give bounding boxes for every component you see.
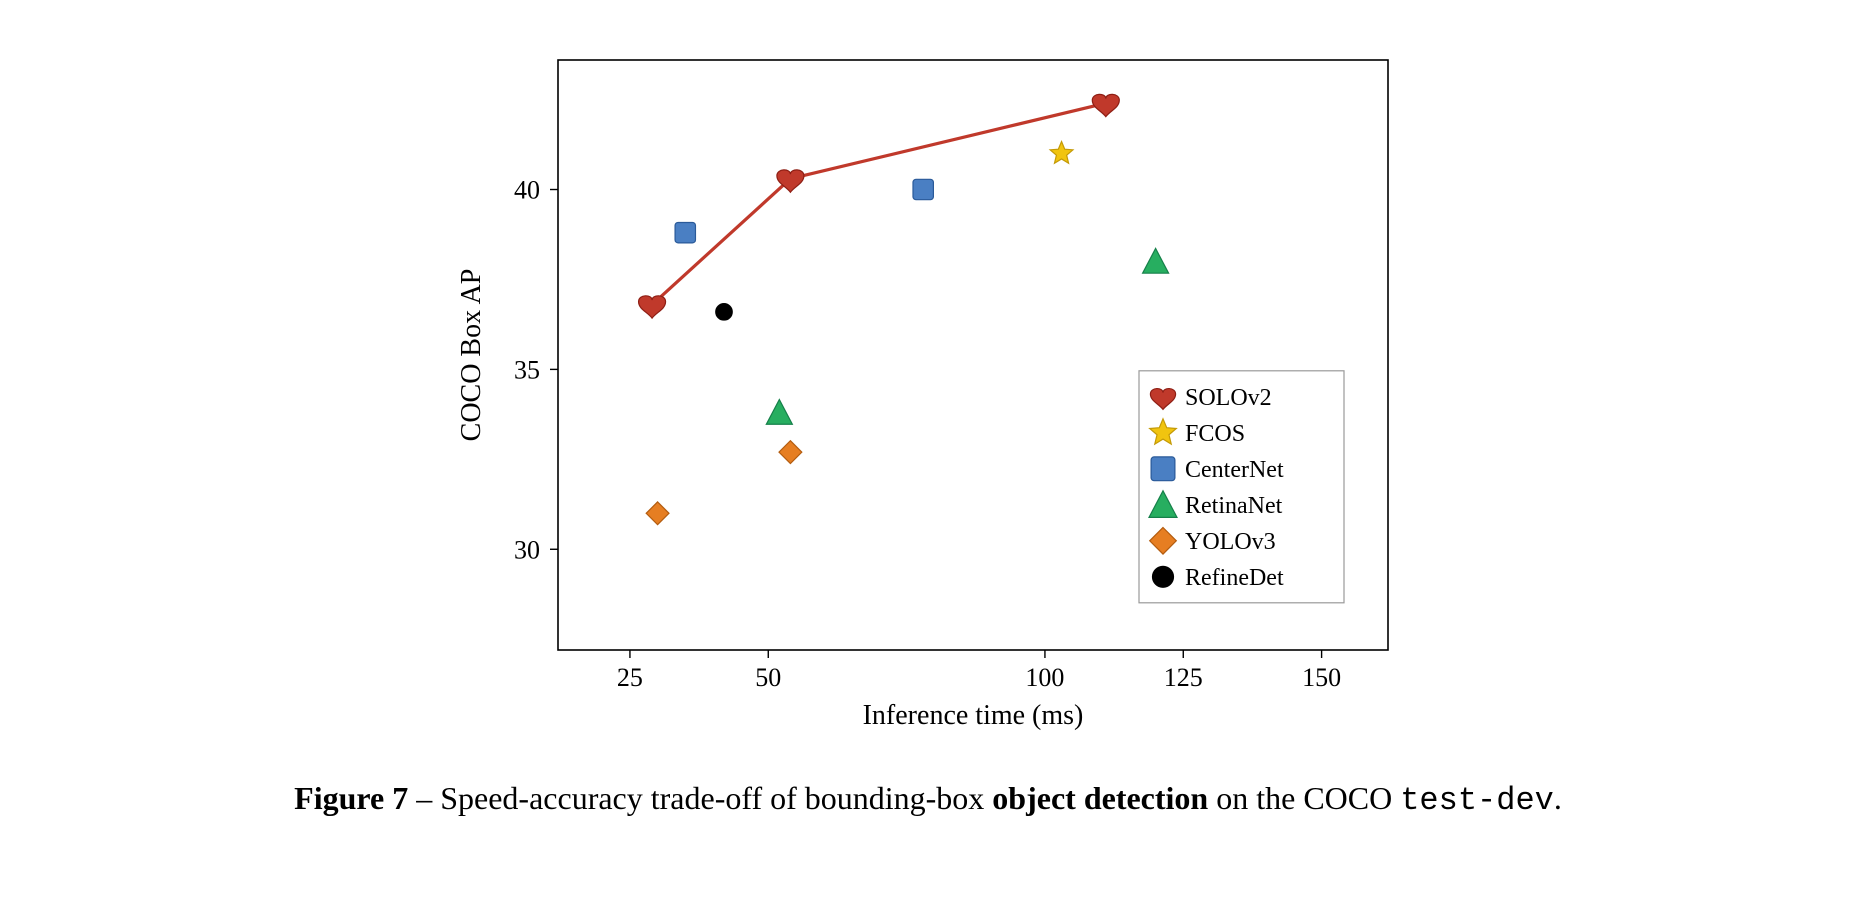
svg-text:YOLOv3: YOLOv3	[1185, 529, 1276, 555]
caption-mono: test-dev	[1400, 782, 1554, 819]
svg-text:125: 125	[1164, 663, 1203, 692]
svg-text:FCOS: FCOS	[1185, 421, 1245, 447]
svg-text:35: 35	[514, 355, 540, 384]
svg-text:RefineDet: RefineDet	[1185, 565, 1284, 591]
svg-text:Inference time (ms): Inference time (ms)	[863, 700, 1084, 731]
svg-text:25: 25	[617, 663, 643, 692]
caption-label: Figure 7	[294, 780, 408, 816]
caption-text-2: on the COCO	[1208, 780, 1400, 816]
svg-text:30: 30	[514, 535, 540, 564]
svg-text:COCO Box AP: COCO Box AP	[456, 269, 487, 442]
svg-text:40: 40	[514, 176, 540, 205]
speed-accuracy-chart: 25 50 100 125 150 30 35 40 Inference time (ms) CO…	[428, 30, 1428, 750]
caption-text-3: .	[1554, 780, 1562, 816]
svg-text:RetinaNet: RetinaNet	[1185, 493, 1283, 519]
svg-text:CenterNet: CenterNet	[1185, 457, 1284, 483]
figure-caption: Figure 7 – Speed-accuracy trade-off of b…	[294, 750, 1562, 819]
caption-dash: –	[408, 780, 440, 816]
svg-text:SOLOv2: SOLOv2	[1185, 385, 1272, 411]
caption-text-1: Speed-accuracy trade-off of bounding-box	[440, 780, 992, 816]
svg-text:150: 150	[1302, 663, 1341, 692]
caption-bold: object detection	[992, 780, 1208, 816]
svg-text:50: 50	[755, 663, 781, 692]
svg-text:100: 100	[1025, 663, 1064, 692]
